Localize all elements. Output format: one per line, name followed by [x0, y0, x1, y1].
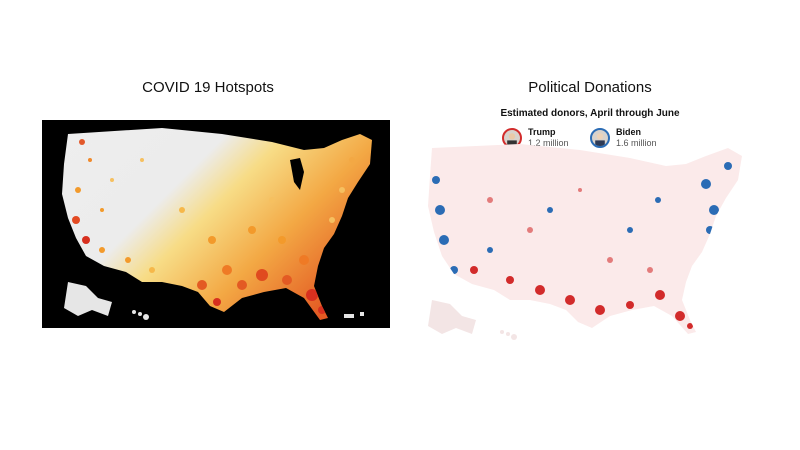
alaska-shape: [64, 282, 112, 316]
great-lakes-shape: [290, 158, 304, 190]
hawaii-shape: [132, 310, 149, 320]
covid-map-title: COVID 19 Hotspots: [142, 79, 274, 96]
donations-map-title: Political Donations: [528, 79, 652, 96]
biden-avatar-icon: [590, 128, 610, 148]
biden-count: 1.6 million: [616, 138, 657, 148]
alaska-shape: [428, 300, 476, 334]
covid-hotspot-dots: [72, 139, 355, 314]
hawaii-shape: [500, 330, 517, 340]
donations-map-graphic: [428, 144, 742, 340]
legend-title: Estimated donors, April through June: [500, 108, 680, 119]
legend-biden: Biden 1.6 million: [590, 127, 657, 149]
puerto-rico-shape: [344, 312, 364, 318]
covid-hotspots-map: [42, 120, 390, 328]
donation-dots: [432, 162, 732, 329]
covid-map-graphic: [62, 128, 372, 320]
trump-count: 1.2 million: [528, 138, 569, 148]
biden-label: Biden: [616, 127, 642, 137]
political-donations-map: Estimated donors, April through June Tru…: [410, 108, 770, 350]
trump-label: Trump: [528, 127, 556, 137]
